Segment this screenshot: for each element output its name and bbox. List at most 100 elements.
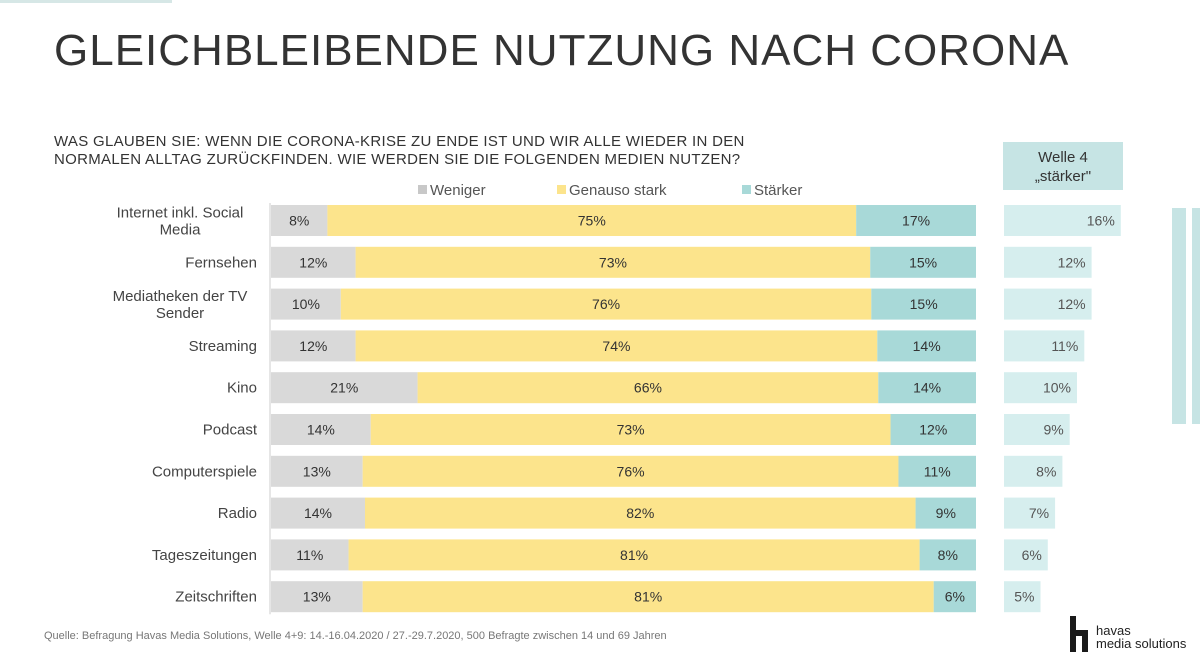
- bar-genauso-row-3: [340, 288, 872, 320]
- survey-question: WAS GLAUBEN SIE: WENN DIE CORONA-KRISE Z…: [54, 133, 854, 169]
- data-label-weniger-row-8: 14%: [304, 505, 332, 521]
- category-label-row-2: Fernsehen: [185, 254, 257, 271]
- source-footnote: Quelle: Befragung Havas Media Solutions,…: [44, 630, 667, 642]
- wave4-label-row-9: 6%: [1022, 547, 1042, 563]
- data-label-staerker-row-7: 11%: [924, 463, 951, 479]
- bar-genauso-row-1: [327, 205, 857, 236]
- bar-genauso-row-7: [362, 455, 899, 487]
- wave4-bar-row-7: [1004, 455, 1063, 487]
- legend-swatch-weniger: [418, 185, 427, 194]
- wave4-label-row-5: 10%: [1043, 380, 1071, 396]
- bar-staerker-row-5: [878, 372, 976, 404]
- bar-genauso-row-9: [348, 539, 920, 571]
- category-label-row-3: Mediatheken der TV Sender: [113, 288, 248, 322]
- data-label-genauso-row-2: 73%: [599, 254, 627, 270]
- wave4-bar-row-3: [1004, 288, 1092, 320]
- bar-weniger-row-7: [271, 455, 363, 487]
- bar-weniger-row-6: [271, 414, 371, 445]
- bar-staerker-row-10: [933, 581, 976, 613]
- wave4-bar-row-2: [1004, 246, 1092, 278]
- bar-staerker-row-7: [898, 455, 976, 487]
- survey-question-line-2: NORMALEN ALLTAG ZURÜCKFINDEN. WIE WERDEN…: [54, 151, 741, 168]
- legend-swatch-genauso: [557, 185, 566, 194]
- data-label-weniger-row-2: 12%: [299, 254, 327, 270]
- side-accent-bar-1: [1172, 208, 1186, 424]
- havas-logo: havas media solutions: [1070, 616, 1196, 652]
- wave4-label-row-8: 7%: [1029, 505, 1049, 521]
- wave4-label-row-3: 12%: [1058, 296, 1086, 312]
- bar-genauso-row-8: [365, 497, 916, 529]
- wave4-bar-row-1: [1004, 205, 1121, 236]
- category-label-line: Internet inkl. Social: [117, 205, 244, 222]
- bar-weniger-row-10: [271, 581, 363, 613]
- data-label-staerker-row-8: 9%: [936, 505, 956, 521]
- category-label-line: Tageszeitungen: [152, 547, 257, 564]
- bar-weniger-row-9: [271, 539, 349, 571]
- category-label-line: Radio: [218, 505, 257, 522]
- wave4-bar-row-10: [1004, 581, 1041, 613]
- bar-weniger-row-1: [271, 205, 328, 236]
- category-label-row-4: Streaming: [189, 338, 257, 355]
- data-label-weniger-row-1: 8%: [289, 213, 309, 229]
- data-label-staerker-row-4: 14%: [913, 338, 941, 354]
- data-label-genauso-row-3: 76%: [592, 296, 620, 312]
- bar-staerker-row-3: [871, 288, 976, 320]
- data-label-genauso-row-4: 74%: [602, 338, 630, 354]
- legend-label-weniger: Weniger: [430, 182, 486, 199]
- havas-logo-icon: [1070, 616, 1088, 652]
- data-label-genauso-row-8: 82%: [626, 505, 654, 521]
- page-title: GLEICHBLEIBENDE NUTZUNG NACH CORONA: [54, 26, 1070, 75]
- data-label-genauso-row-7: 76%: [617, 463, 645, 479]
- bar-genauso-row-5: [417, 372, 879, 404]
- bar-weniger-row-5: [271, 372, 418, 404]
- data-label-weniger-row-4: 12%: [299, 338, 327, 354]
- wave4-label-row-4: 11%: [1051, 338, 1078, 354]
- bar-genauso-row-4: [355, 330, 878, 362]
- category-label-line: Fernsehen: [185, 254, 257, 271]
- data-label-staerker-row-1: 17%: [902, 213, 930, 229]
- wave4-bar-row-6: [1004, 414, 1070, 445]
- category-label-row-10: Zeitschriften: [175, 589, 257, 606]
- category-label-line: Podcast: [203, 422, 258, 439]
- legend-label-staerker: Stärker: [754, 182, 803, 199]
- wave-4-header-line-1: Welle 4: [1038, 149, 1088, 166]
- category-label-line: Computerspiele: [152, 463, 257, 480]
- data-label-weniger-row-7: 13%: [303, 463, 331, 479]
- bar-genauso-row-6: [370, 414, 891, 445]
- bar-staerker-row-2: [870, 246, 976, 278]
- havas-logo-line-1: havas: [1096, 623, 1131, 638]
- wave-4-header: Welle 4 „stärker": [1003, 142, 1123, 190]
- bar-staerker-row-6: [890, 414, 976, 445]
- bar-staerker-row-8: [915, 497, 976, 529]
- data-label-genauso-row-9: 81%: [620, 547, 648, 563]
- wave4-bar-row-4: [1004, 330, 1085, 362]
- category-label-row-9: Tageszeitungen: [152, 547, 257, 564]
- wave4-label-row-2: 12%: [1058, 254, 1086, 270]
- data-label-staerker-row-10: 6%: [945, 589, 965, 605]
- category-label-row-1: Internet inkl. Social Media: [117, 205, 244, 239]
- havas-logo-line-2: media solutions: [1096, 636, 1187, 651]
- bar-weniger-row-2: [271, 246, 356, 278]
- wave4-bar-row-9: [1004, 539, 1048, 571]
- top-accent-line: [0, 0, 172, 3]
- category-label-row-5: Kino: [227, 380, 257, 397]
- wave4-label-row-7: 8%: [1036, 463, 1056, 479]
- category-label-line: Sender: [156, 305, 204, 322]
- legend-staerker: Stärker: [742, 182, 802, 199]
- bar-genauso-row-2: [355, 246, 871, 278]
- category-label-row-8: Radio: [218, 505, 257, 522]
- legend-swatch-staerker: [742, 185, 751, 194]
- data-label-genauso-row-6: 73%: [617, 422, 645, 438]
- bar-staerker-row-9: [919, 539, 976, 571]
- wave4-bar-row-5: [1004, 372, 1077, 404]
- bar-weniger-row-3: [271, 288, 341, 320]
- category-label-line: Mediatheken der TV: [113, 288, 248, 305]
- wave4-bar-row-8: [1004, 497, 1056, 529]
- category-label-line: Media: [160, 222, 202, 239]
- wave-4-header-line-2: „stärker": [1034, 168, 1092, 185]
- data-label-staerker-row-5: 14%: [913, 380, 941, 396]
- wave4-label-row-6: 9%: [1043, 422, 1063, 438]
- data-label-weniger-row-5: 21%: [330, 380, 358, 396]
- wave4-label-row-1: 16%: [1087, 213, 1115, 229]
